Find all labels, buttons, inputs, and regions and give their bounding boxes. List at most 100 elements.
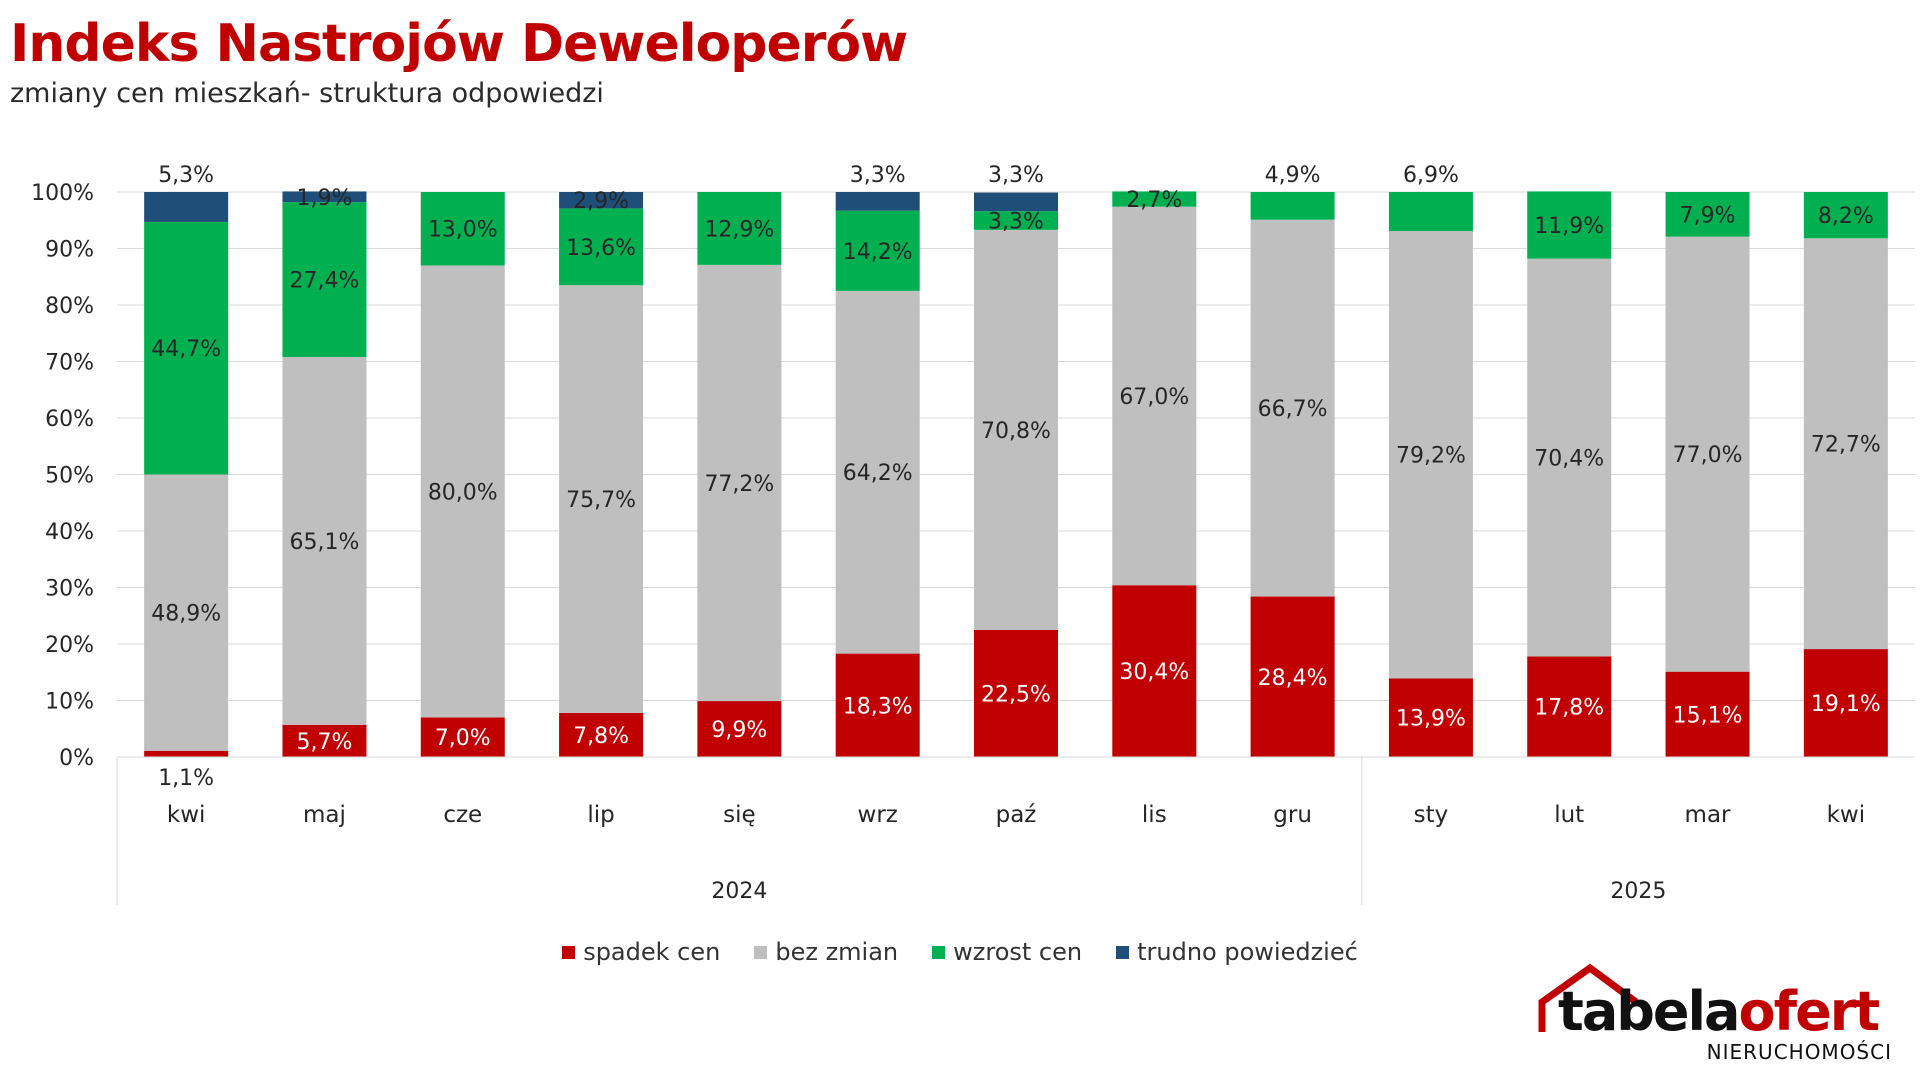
- bar-segment: [1250, 219, 1335, 597]
- bar-segment: [1112, 585, 1197, 757]
- x-tick-label: sty: [1414, 802, 1449, 828]
- bar-segment: [144, 192, 229, 222]
- bar-segment: [1250, 192, 1335, 220]
- data-label: 17,8%: [1534, 696, 1604, 721]
- legend-swatch-wzrost: [932, 945, 946, 959]
- bar-segment: [697, 264, 782, 702]
- bar-segment: [559, 285, 644, 713]
- bar-segment: [282, 202, 367, 357]
- bar-segment: [835, 653, 920, 757]
- bar-segment: [1388, 192, 1473, 231]
- bar-segment: [974, 211, 1058, 230]
- bar-segment: [1665, 671, 1750, 757]
- legend-swatch-bez-zmian: [754, 945, 768, 959]
- legend-label-spadek: spadek cen: [583, 938, 721, 966]
- data-label: 11,9%: [1534, 214, 1604, 239]
- bar-segment: [420, 265, 505, 718]
- y-tick-label: 50%: [45, 464, 94, 489]
- bar-segment: [1250, 596, 1335, 757]
- data-label: 5,3%: [158, 163, 214, 188]
- y-tick-label: 30%: [45, 577, 94, 602]
- x-tick-label: gru: [1273, 802, 1312, 828]
- data-label: 27,4%: [290, 269, 360, 294]
- y-tick-label: 70%: [45, 351, 94, 376]
- x-tick-label: lis: [1142, 802, 1167, 828]
- data-label: 77,0%: [1673, 443, 1743, 468]
- data-label: 75,7%: [566, 488, 636, 513]
- data-label: 7,8%: [573, 724, 629, 749]
- data-label: 30,4%: [1119, 660, 1189, 685]
- y-tick-label: 60%: [45, 407, 94, 432]
- data-label: 79,2%: [1396, 444, 1466, 469]
- x-tick-label: lip: [587, 802, 614, 828]
- x-tick-label: wrz: [858, 802, 898, 828]
- data-label: 13,0%: [428, 218, 498, 243]
- bar-segment: [835, 192, 920, 211]
- bar-segment: [974, 192, 1058, 212]
- data-label: 15,1%: [1673, 703, 1743, 728]
- logo-wordmark: tabelaofert: [1558, 980, 1880, 1043]
- logo-wordmark-left: tabela: [1558, 980, 1740, 1043]
- data-label: 1,1%: [158, 766, 214, 791]
- bar-segment: [835, 290, 920, 654]
- bar-segment: [420, 717, 505, 757]
- data-label: 22,5%: [981, 682, 1051, 707]
- bar-segment: [144, 750, 229, 757]
- x-tick-label: kwi: [1827, 802, 1866, 828]
- data-label: 14,2%: [843, 240, 913, 265]
- data-label: 3,3%: [988, 163, 1044, 188]
- bar-segment: [1665, 192, 1750, 237]
- data-label: 2,9%: [573, 189, 629, 214]
- data-label: 80,0%: [428, 480, 498, 505]
- bar-segment: [282, 191, 367, 203]
- y-tick-label: 100%: [31, 181, 94, 206]
- y-tick-label: 40%: [45, 520, 94, 545]
- data-label: 18,3%: [843, 694, 913, 719]
- bar-segment: [1527, 191, 1612, 259]
- data-label: 70,8%: [981, 419, 1051, 444]
- bar-segment: [1527, 258, 1612, 657]
- data-label: 13,9%: [1396, 707, 1466, 732]
- x-tick-label: maj: [303, 802, 346, 828]
- data-label: 44,7%: [151, 337, 221, 362]
- y-tick-label: 0%: [59, 746, 94, 771]
- legend-item-spadek: spadek cen: [562, 938, 720, 966]
- data-label: 5,7%: [297, 730, 353, 755]
- bar-segment: [697, 701, 782, 757]
- data-label: 66,7%: [1258, 397, 1328, 422]
- y-tick-label: 10%: [45, 690, 94, 715]
- legend-label-bez-zmian: bez zmian: [775, 938, 899, 966]
- y-tick-label: 90%: [45, 238, 94, 263]
- data-label: 7,0%: [435, 726, 491, 751]
- bar-segment: [835, 210, 920, 291]
- logo-wordmark-right: ofert: [1738, 980, 1880, 1043]
- legend-label-trudno: trudno powiedzieć: [1137, 938, 1358, 966]
- bar-segment: [1527, 656, 1612, 757]
- data-label: 9,9%: [711, 718, 767, 743]
- data-label: 28,4%: [1258, 666, 1328, 691]
- data-label: 70,4%: [1534, 447, 1604, 472]
- bar-segment: [1112, 191, 1197, 207]
- legend-item-wzrost: wzrost cen: [932, 938, 1082, 966]
- data-label: 4,9%: [1265, 163, 1321, 188]
- bar-segment: [559, 712, 644, 757]
- data-label: 72,7%: [1811, 433, 1881, 458]
- x-tick-label: paź: [996, 802, 1037, 828]
- bar-segment: [1803, 649, 1888, 757]
- bar-segment: [559, 208, 644, 286]
- data-label: 13,6%: [566, 236, 636, 261]
- x-tick-label: cze: [443, 802, 482, 828]
- data-label: 65,1%: [290, 530, 360, 555]
- bar-segment: [1388, 678, 1473, 757]
- data-label: 8,2%: [1818, 204, 1874, 229]
- x-tick-label: kwi: [167, 802, 206, 828]
- data-label: 48,9%: [151, 602, 221, 627]
- bar-segment: [1112, 206, 1197, 586]
- data-label: 3,3%: [988, 210, 1044, 235]
- x-tick-label: lut: [1554, 802, 1584, 828]
- legend-swatch-trudno: [1116, 945, 1130, 959]
- house-outline-icon: [1538, 963, 1639, 1032]
- bar-segment: [559, 192, 644, 209]
- data-label: 3,3%: [850, 163, 906, 188]
- y-tick-label: 80%: [45, 294, 94, 319]
